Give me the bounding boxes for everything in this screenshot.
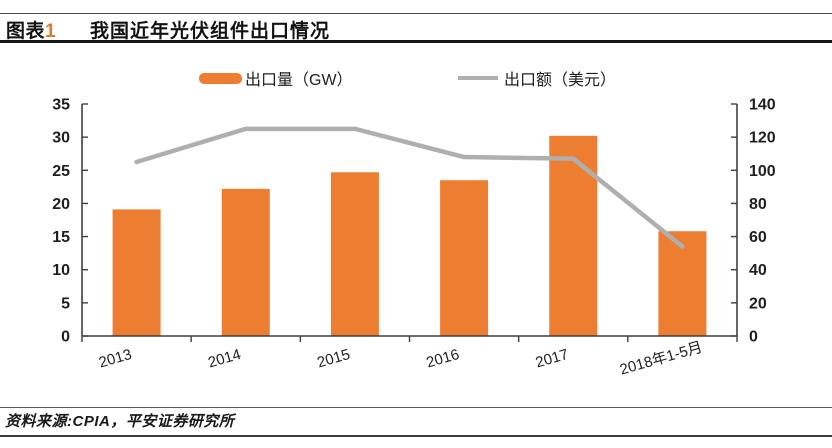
left-axis-tick-label: 25	[52, 163, 70, 180]
left-axis-tick-label: 5	[61, 295, 70, 312]
left-axis-tick-label: 35	[52, 97, 70, 114]
legend-label-export-volume: 出口量（GW）	[245, 72, 353, 89]
right-axis-tick-label: 100	[749, 163, 776, 180]
figure-label: 图表1	[6, 16, 56, 43]
right-axis-tick-label: 120	[749, 130, 776, 147]
top-rule	[0, 13, 832, 14]
legend-label-export-value: 出口额（美元）	[504, 72, 617, 89]
bar-2016	[440, 180, 489, 336]
page-title: 我国近年光伏组件出口情况	[90, 21, 331, 42]
x-axis-label-2013: 2013	[97, 346, 134, 372]
footer-top-rule	[0, 407, 832, 408]
source-note: 资料来源:CPIA，平安证券研究所	[5, 413, 235, 430]
right-axis-tick-label: 140	[749, 97, 776, 114]
bar-2014	[221, 188, 270, 336]
figure-label-text: 图表	[6, 21, 46, 42]
left-axis-tick-label: 30	[52, 130, 70, 147]
left-axis-tick-label: 15	[52, 229, 70, 246]
x-axis-label-2017: 2017	[534, 346, 571, 372]
bar-2015	[330, 172, 379, 336]
right-axis-tick-label: 20	[749, 295, 767, 312]
right-axis-tick-label: 60	[749, 229, 767, 246]
legend-item-export-value: 出口额（美元）	[458, 67, 616, 89]
footer-bottom-rule	[0, 435, 832, 437]
line-legend-swatch	[458, 76, 498, 80]
bar-legend-swatch	[199, 72, 242, 84]
x-axis-label-2018年1-5月: 2018年1-5月	[618, 339, 704, 379]
export-value-line	[134, 126, 685, 249]
x-axis-label-2016: 2016	[424, 346, 461, 372]
right-axis-tick-label: 0	[749, 329, 758, 346]
legend-item-export-volume: 出口量（GW）	[199, 67, 353, 89]
title-divider	[0, 40, 832, 43]
x-axis-label-2014: 2014	[206, 346, 243, 372]
bar-2017	[549, 135, 598, 336]
x-axis-label-2015: 2015	[315, 346, 352, 372]
bar-2013	[112, 209, 161, 336]
left-axis-tick-label: 0	[61, 329, 70, 346]
figure-number: 1	[45, 21, 57, 42]
right-axis-tick-label: 40	[749, 262, 767, 279]
left-axis-tick-label: 10	[52, 262, 70, 279]
left-axis-tick-label: 20	[52, 196, 70, 213]
right-axis-tick-label: 80	[749, 196, 767, 213]
